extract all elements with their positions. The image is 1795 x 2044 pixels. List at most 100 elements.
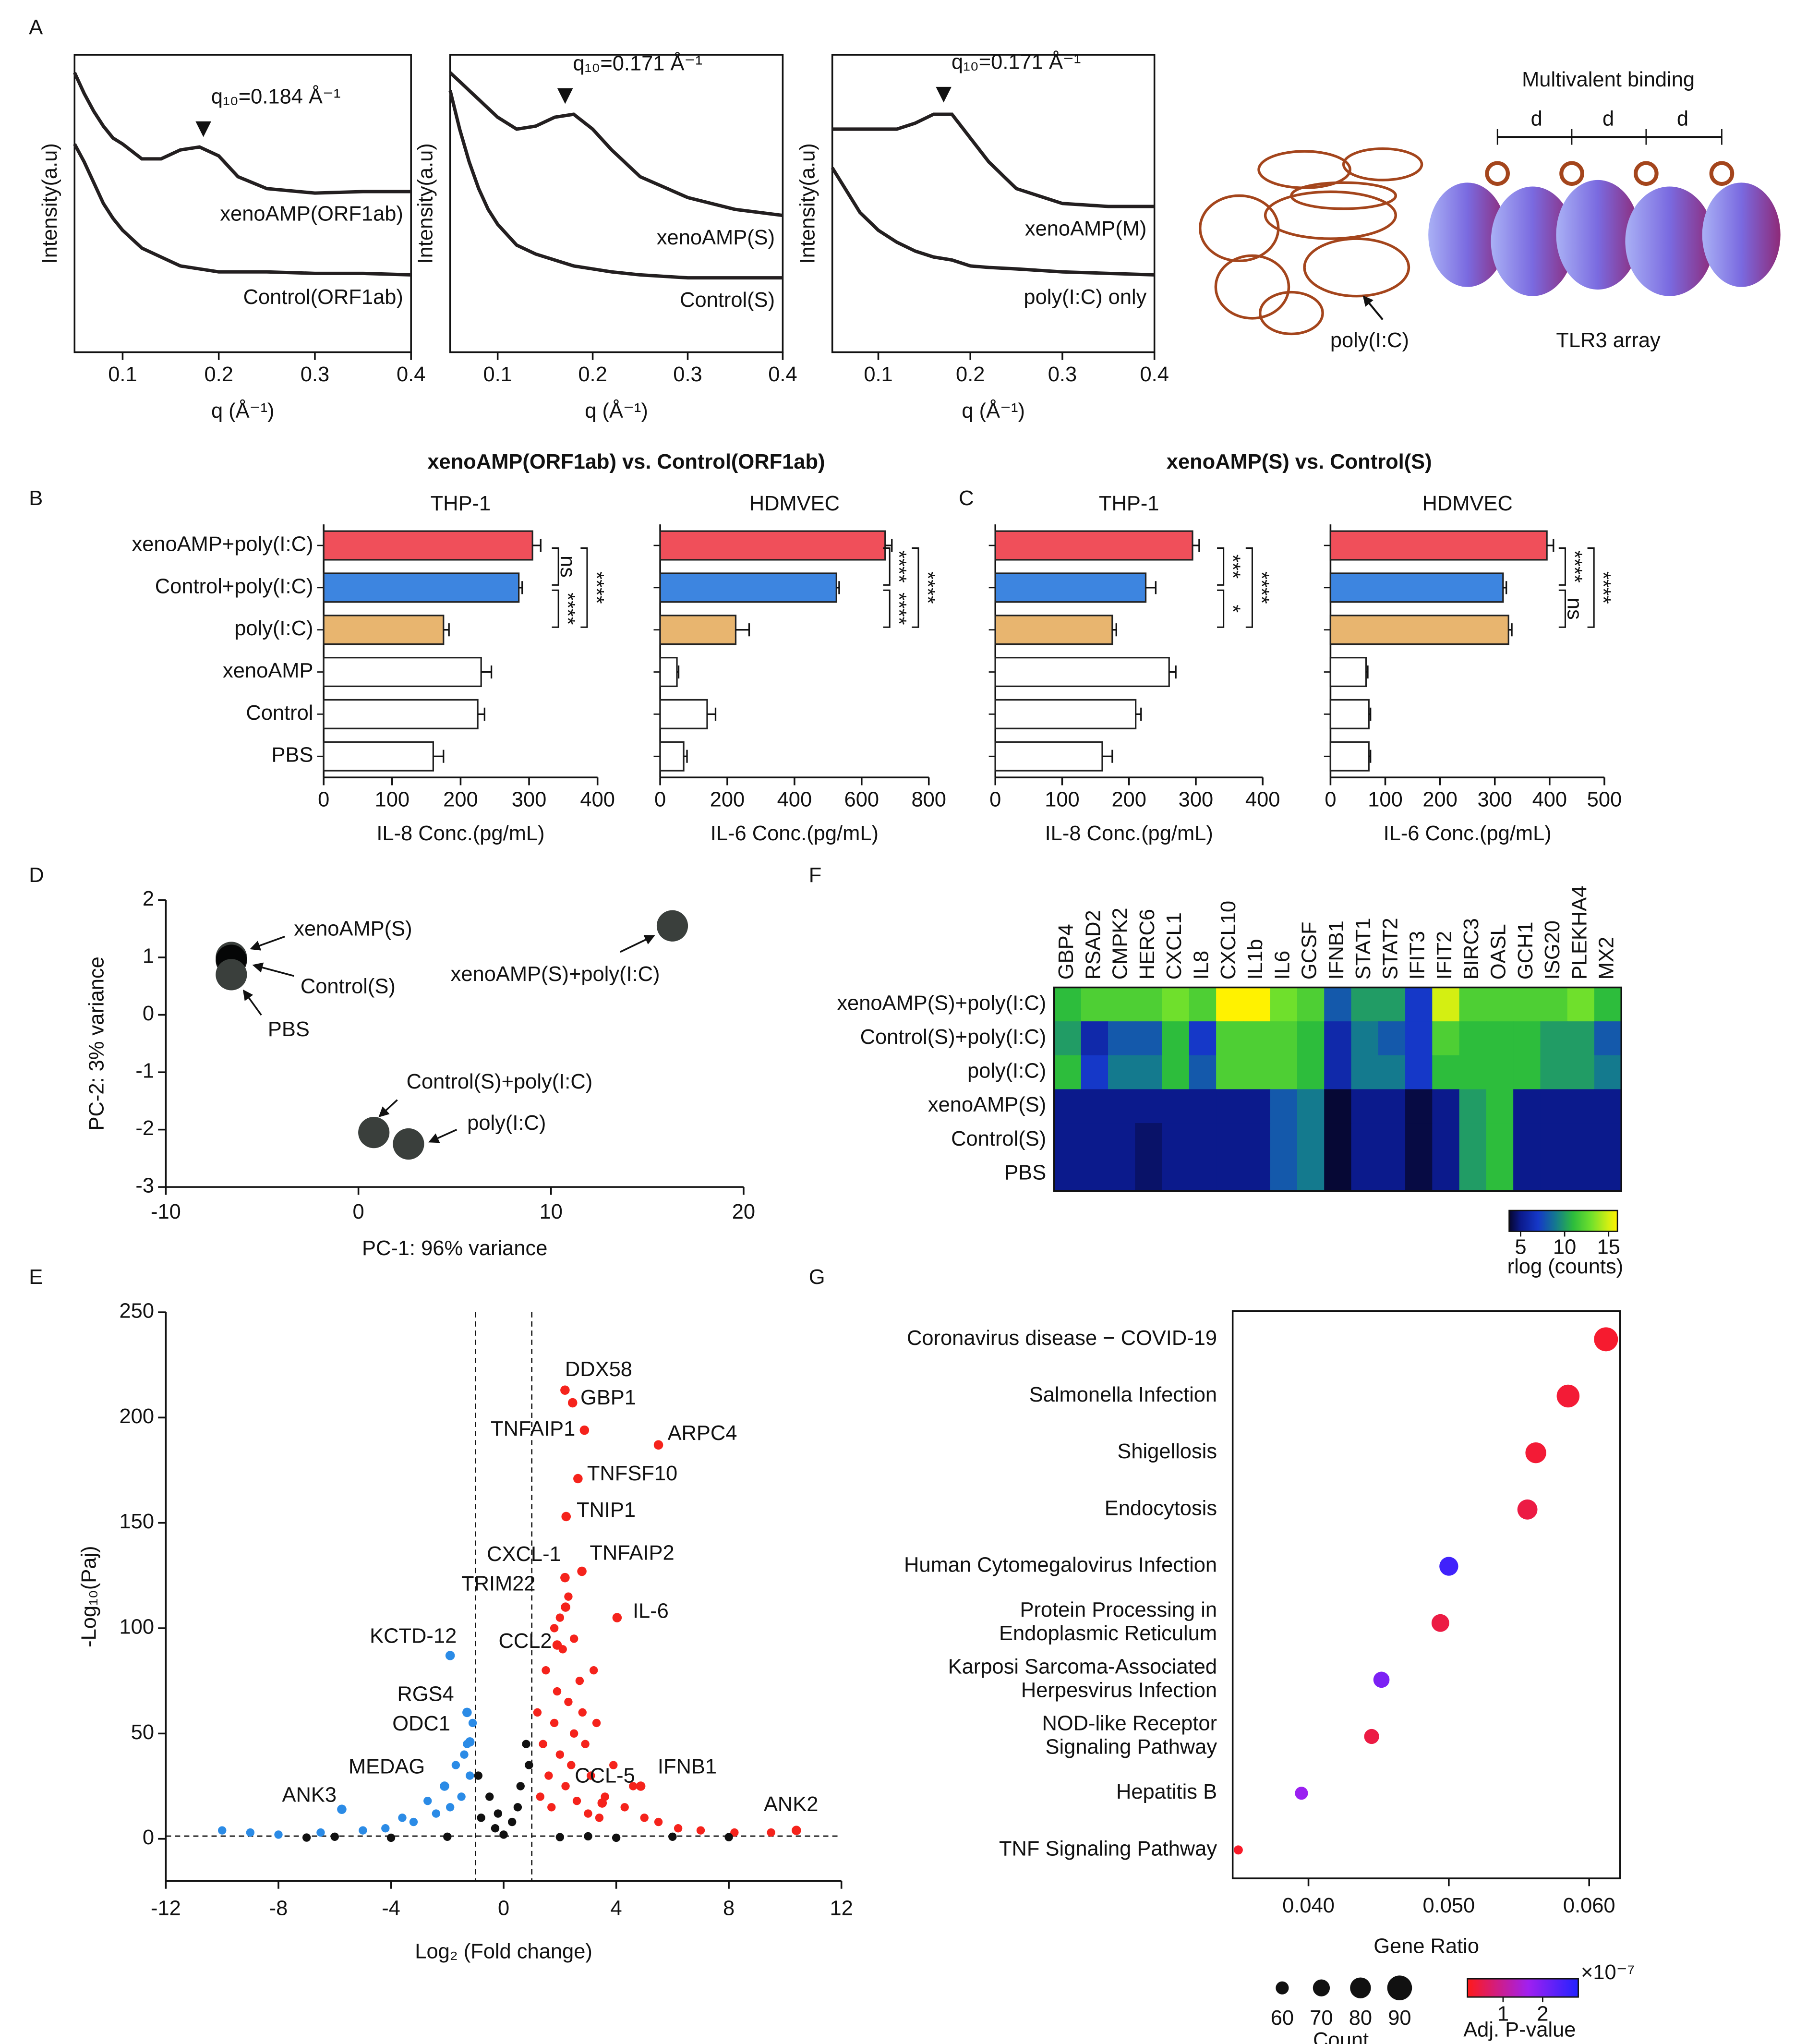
colorbar-label: rlog (counts) bbox=[1507, 1255, 1624, 1278]
heatmap-cell bbox=[1459, 1089, 1487, 1124]
volcano-point bbox=[547, 1803, 556, 1812]
heatmap-cell bbox=[1378, 1021, 1406, 1056]
x-tick-label: -4 bbox=[382, 1897, 400, 1920]
bar bbox=[1329, 572, 1504, 603]
gene-point bbox=[561, 1512, 571, 1522]
size-legend-label: 70 bbox=[1310, 2007, 1333, 2030]
error-bar bbox=[478, 707, 485, 721]
significance-label: **** bbox=[887, 550, 910, 583]
heatmap-cell bbox=[1378, 987, 1406, 1022]
point-label: poly(I:C) bbox=[467, 1112, 546, 1135]
dot bbox=[1517, 1499, 1538, 1520]
x-tick-label: 0.2 bbox=[578, 363, 607, 386]
bar bbox=[659, 615, 737, 645]
heatmap-cell bbox=[1540, 1021, 1568, 1056]
heatmap-cell bbox=[1405, 1021, 1433, 1056]
panel-label: E bbox=[29, 1266, 43, 1289]
category-label: xenoAMP bbox=[223, 659, 313, 682]
error-bar bbox=[1369, 750, 1372, 763]
bar bbox=[659, 572, 837, 603]
heatmap-cell bbox=[1297, 987, 1325, 1022]
volcano-point bbox=[724, 1833, 733, 1841]
x-tick-label: 400 bbox=[1532, 788, 1567, 811]
heatmap-cell bbox=[1351, 1123, 1379, 1158]
volcano-point bbox=[612, 1833, 621, 1842]
gene-label: ANK2 bbox=[764, 1793, 819, 1816]
gene-point bbox=[445, 1651, 455, 1660]
column-label: PLEKHA4 bbox=[1568, 886, 1591, 980]
gene-label: MEDAG bbox=[349, 1755, 425, 1778]
dot bbox=[1233, 1845, 1243, 1855]
tlr3-illustration bbox=[1428, 129, 1781, 296]
series-label: xenoAMP(S) bbox=[657, 226, 775, 249]
label-arrow bbox=[250, 935, 285, 951]
volcano-point bbox=[569, 1729, 578, 1738]
heatmap-cell bbox=[1432, 1157, 1460, 1192]
volcano-point bbox=[696, 1826, 705, 1835]
x-axis-label: q (Å⁻¹) bbox=[962, 399, 1025, 423]
significance-bracket bbox=[1217, 589, 1225, 628]
significance-bracket bbox=[912, 547, 919, 628]
size-legend-dot bbox=[1276, 1981, 1289, 1995]
bar bbox=[994, 741, 1103, 772]
heatmap-cell bbox=[1081, 987, 1108, 1022]
gene-label: ODC1 bbox=[392, 1712, 450, 1735]
pca-point bbox=[656, 910, 688, 942]
significance-bracket bbox=[1558, 589, 1566, 628]
volcano-point bbox=[381, 1824, 390, 1833]
bar bbox=[994, 530, 1193, 561]
heatmap-cell bbox=[1270, 1157, 1298, 1192]
x-tick-label: 100 bbox=[1368, 788, 1403, 811]
gene-point bbox=[636, 1781, 646, 1791]
heatmap-cell bbox=[1567, 1021, 1595, 1056]
x-axis-label: q (Å⁻¹) bbox=[585, 399, 648, 423]
volcano-point bbox=[553, 1687, 562, 1696]
heatmap-cell bbox=[1216, 1089, 1244, 1124]
y-tick-label: -2 bbox=[135, 1117, 154, 1140]
gene-label: CCL2 bbox=[498, 1630, 552, 1653]
x-tick-label: 0.1 bbox=[483, 363, 512, 386]
colorbar-multiplier: ×10⁻⁷ bbox=[1581, 1961, 1635, 1984]
volcano-point bbox=[609, 1761, 618, 1769]
x-tick-label: 100 bbox=[1045, 788, 1080, 811]
heatmap-cell bbox=[1594, 1055, 1622, 1090]
volcano-point bbox=[516, 1782, 525, 1790]
heatmap-cell bbox=[1297, 1089, 1325, 1124]
x-tick-label: 0 bbox=[1325, 788, 1336, 811]
peak-annotation: q₁₀=0.184 Å⁻¹ bbox=[211, 85, 340, 108]
plot-frame bbox=[449, 54, 784, 353]
error-bar bbox=[1192, 539, 1200, 552]
heatmap-cell bbox=[1378, 1157, 1406, 1192]
volcano-point bbox=[432, 1809, 441, 1818]
y-tick-label: -1 bbox=[135, 1060, 154, 1083]
plot-frame bbox=[831, 54, 1156, 353]
error-bar bbox=[433, 750, 445, 763]
colorbar-tick-label: 2 bbox=[1537, 2003, 1548, 2026]
subtitle: HDMVEC bbox=[749, 492, 840, 515]
bar bbox=[323, 530, 533, 561]
column-label: RSAD2 bbox=[1082, 910, 1105, 980]
volcano-point bbox=[550, 1624, 559, 1633]
curve bbox=[73, 72, 411, 195]
heatmap-cell bbox=[1297, 1021, 1325, 1056]
heatmap-cell bbox=[1081, 1157, 1108, 1192]
bar bbox=[1329, 615, 1509, 645]
x-tick-label: 300 bbox=[512, 788, 547, 811]
dot bbox=[1556, 1384, 1580, 1408]
category-label: xenoAMP+poly(I:C) bbox=[132, 532, 313, 556]
x-tick-label: 600 bbox=[844, 788, 879, 811]
dot bbox=[1373, 1671, 1390, 1688]
spacing-label: d bbox=[1677, 107, 1688, 130]
significance-label: **** bbox=[1250, 571, 1273, 604]
column-label: CXCL10 bbox=[1217, 901, 1240, 980]
row-label: xenoAMP(S)+poly(I:C) bbox=[837, 992, 1046, 1015]
peak-annotation: q₁₀=0.171 Å⁻¹ bbox=[573, 51, 702, 75]
volcano-point bbox=[640, 1814, 649, 1822]
colorbar-tick-label: 1 bbox=[1497, 2003, 1509, 2026]
heatmap-cell bbox=[1189, 987, 1217, 1022]
error-bar bbox=[1503, 581, 1507, 594]
arrow bbox=[1362, 295, 1384, 320]
volcano-point bbox=[539, 1740, 547, 1748]
heatmap-cell bbox=[1054, 1123, 1082, 1158]
